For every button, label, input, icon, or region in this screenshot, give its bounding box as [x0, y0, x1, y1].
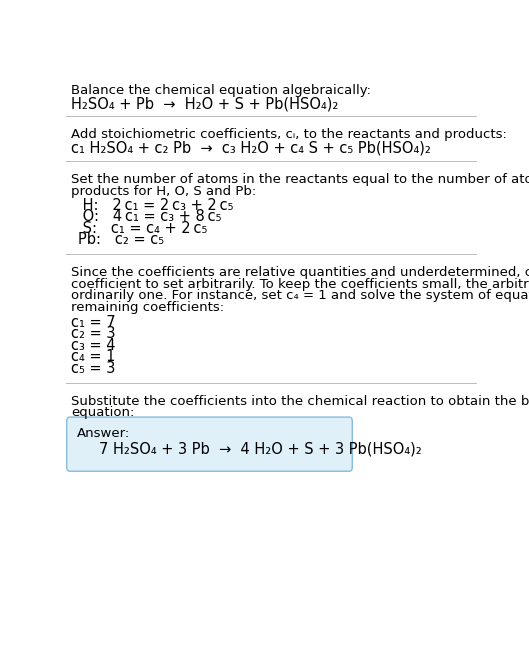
Text: Pb:   c₂ = c₅: Pb: c₂ = c₅ [78, 232, 164, 247]
FancyBboxPatch shape [67, 417, 352, 471]
Text: products for H, O, S and Pb:: products for H, O, S and Pb: [71, 184, 256, 198]
Text: Add stoichiometric coefficients, cᵢ, to the reactants and products:: Add stoichiometric coefficients, cᵢ, to … [71, 129, 507, 142]
Text: Set the number of atoms in the reactants equal to the number of atoms in the: Set the number of atoms in the reactants… [71, 173, 529, 186]
Text: Balance the chemical equation algebraically:: Balance the chemical equation algebraica… [71, 84, 371, 97]
Text: c₂ = 3: c₂ = 3 [71, 326, 115, 342]
Text: c₁ = 7: c₁ = 7 [71, 315, 116, 330]
Text: remaining coefficients:: remaining coefficients: [71, 301, 224, 314]
Text: c₄ = 1: c₄ = 1 [71, 349, 115, 364]
Text: ordinarily one. For instance, set c₄ = 1 and solve the system of equations for t: ordinarily one. For instance, set c₄ = 1… [71, 289, 529, 302]
Text: O:   4 c₁ = c₃ + 8 c₅: O: 4 c₁ = c₃ + 8 c₅ [78, 210, 221, 225]
Text: 7 H₂SO₄ + 3 Pb  →  4 H₂O + S + 3 Pb(HSO₄)₂: 7 H₂SO₄ + 3 Pb → 4 H₂O + S + 3 Pb(HSO₄)₂ [99, 441, 422, 456]
Text: S:   c₁ = c₄ + 2 c₅: S: c₁ = c₄ + 2 c₅ [78, 221, 207, 236]
Text: Since the coefficients are relative quantities and underdetermined, choose a: Since the coefficients are relative quan… [71, 267, 529, 280]
Text: c₃ = 4: c₃ = 4 [71, 338, 115, 353]
Text: Answer:: Answer: [77, 427, 131, 440]
Text: c₅ = 3: c₅ = 3 [71, 361, 115, 376]
Text: equation:: equation: [71, 406, 134, 419]
Text: H:   2 c₁ = 2 c₃ + 2 c₅: H: 2 c₁ = 2 c₃ + 2 c₅ [78, 198, 233, 213]
Text: c₁ H₂SO₄ + c₂ Pb  →  c₃ H₂O + c₄ S + c₅ Pb(HSO₄)₂: c₁ H₂SO₄ + c₂ Pb → c₃ H₂O + c₄ S + c₅ Pb… [71, 141, 431, 156]
Text: Substitute the coefficients into the chemical reaction to obtain the balanced: Substitute the coefficients into the che… [71, 395, 529, 408]
Text: H₂SO₄ + Pb  →  H₂O + S + Pb(HSO₄)₂: H₂SO₄ + Pb → H₂O + S + Pb(HSO₄)₂ [71, 96, 339, 111]
Text: coefficient to set arbitrarily. To keep the coefficients small, the arbitrary va: coefficient to set arbitrarily. To keep … [71, 278, 529, 291]
